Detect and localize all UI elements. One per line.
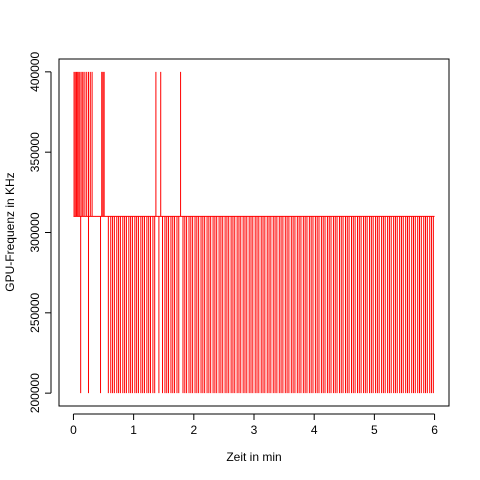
- x-tick-label: 5: [371, 423, 378, 437]
- frequency-series-line: [73, 71, 435, 394]
- x-tick-label: 2: [190, 423, 197, 437]
- x-tick-label: 6: [431, 423, 438, 437]
- x-tick-label: 0: [70, 423, 77, 437]
- x-tick-label: 3: [251, 423, 258, 437]
- y-tick-label: 400000: [28, 52, 42, 92]
- y-tick-label: 200000: [28, 373, 42, 413]
- x-axis-title: Zeit in min: [226, 450, 281, 464]
- y-axis-title: GPU-Frequenz in KHz: [3, 172, 17, 291]
- x-tick-label: 4: [311, 423, 318, 437]
- y-tick-label: 300000: [28, 212, 42, 252]
- plot-frame: [58, 58, 450, 407]
- y-tick-label: 250000: [28, 292, 42, 332]
- x-tick-label: 1: [130, 423, 137, 437]
- y-tick-label: 350000: [28, 132, 42, 172]
- x-axis: 0 1 2 3 4 5 6: [70, 413, 438, 437]
- y-axis: 200000 250000 300000 350000 400000: [28, 52, 52, 413]
